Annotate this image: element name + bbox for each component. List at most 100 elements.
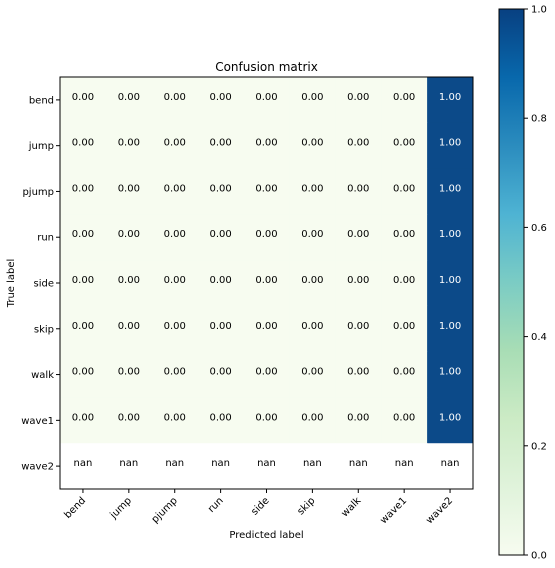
cell-value-label: 0.00	[255, 138, 277, 149]
heatmap-cell	[335, 305, 382, 353]
cell-value-label: 0.00	[347, 412, 369, 423]
heatmap-cell	[335, 260, 382, 307]
cell-value-label: 1.00	[439, 92, 461, 103]
cell-value-label: 0.00	[72, 321, 94, 332]
cell-value-label: 0.00	[164, 229, 186, 240]
colorbar-tick-label: 0.0	[531, 551, 547, 562]
heatmap-cells	[60, 77, 474, 490]
cell-value-label: 1.00	[439, 412, 461, 423]
cell-value-label: 0.00	[72, 412, 94, 423]
cell-value-label: 1.00	[439, 321, 461, 332]
heatmap-cell	[427, 351, 474, 398]
cell-value-label: 0.00	[72, 183, 94, 194]
heatmap-cell	[105, 77, 153, 124]
heatmap-cell	[60, 305, 107, 353]
heatmap-cell	[427, 260, 474, 307]
cell-value-label: 0.00	[301, 183, 323, 194]
heatmap-cell	[335, 168, 382, 215]
cell-value-label: nan	[119, 458, 138, 469]
heatmap-cell	[105, 214, 153, 261]
heatmap-cell	[105, 351, 153, 398]
cell-value-label: 0.00	[72, 275, 94, 286]
cell-value-label: 0.00	[301, 275, 323, 286]
heatmap-cell	[243, 260, 290, 307]
cell-value-label: 0.00	[164, 367, 186, 378]
cell-value-label: 0.00	[393, 92, 415, 103]
cell-value-label: 0.00	[393, 138, 415, 149]
cell-value-label: 0.00	[164, 92, 186, 103]
cell-value-label: 0.00	[164, 138, 186, 149]
heatmap-cell	[197, 305, 245, 353]
heatmap-cell	[243, 214, 290, 261]
cell-value-label: 0.00	[72, 229, 94, 240]
cell-value-label: nan	[165, 458, 184, 469]
cell-value-label: 0.00	[301, 138, 323, 149]
heatmap-cell	[197, 443, 245, 490]
heatmap-cell	[335, 122, 382, 170]
cell-value-label: nan	[211, 458, 230, 469]
x-tick-label: side	[249, 495, 271, 517]
heatmap-cell	[60, 168, 107, 215]
colorbar-tick-label: 0.4	[531, 332, 547, 343]
cell-value-label: 0.00	[164, 412, 186, 423]
heatmap-cell	[243, 351, 290, 398]
heatmap-cell	[197, 397, 245, 444]
colorbar-tick-label: 1.0	[531, 5, 547, 16]
y-axis-ticks: bend jump pjump run side skip walk wave1 wave2	[21, 95, 60, 473]
colorbar-tick-label: 0.8	[531, 114, 547, 125]
y-tick-label: skip	[34, 324, 54, 335]
heatmap-cell	[197, 168, 245, 215]
heatmap-cell	[243, 168, 290, 215]
heatmap-cell	[289, 305, 336, 353]
cell-value-label: 0.00	[347, 92, 369, 103]
cell-value-label: 1.00	[439, 229, 461, 240]
cell-value-label: 0.00	[164, 183, 186, 194]
cell-value-label: 0.00	[347, 183, 369, 194]
cell-value-label: nan	[257, 458, 276, 469]
cell-value-label: 0.00	[118, 367, 140, 378]
cell-value-label: 0.00	[301, 92, 323, 103]
cell-value-label: nan	[303, 458, 322, 469]
cell-value-label: 0.00	[393, 367, 415, 378]
cell-value-label: 0.00	[118, 138, 140, 149]
cell-value-label: 0.00	[301, 321, 323, 332]
y-tick-label: bend	[29, 95, 54, 106]
heatmap-cell	[335, 443, 382, 490]
heatmap-cell	[427, 77, 474, 124]
y-tick-label: wave1	[21, 416, 54, 427]
heatmap-cell	[381, 77, 428, 124]
colorbar	[498, 8, 525, 556]
heatmap-cell	[289, 77, 336, 124]
heatmap-cell	[151, 397, 199, 444]
cell-value-label: 0.00	[255, 412, 277, 423]
heatmap-cell	[427, 214, 474, 261]
cell-value-label: 0.00	[301, 229, 323, 240]
cell-value-label: 0.00	[255, 229, 277, 240]
heatmap-cell	[105, 305, 153, 353]
x-tick-label: walk	[339, 495, 363, 519]
heatmap-cell	[60, 443, 107, 490]
x-axis-label: Predicted label	[229, 530, 303, 541]
cell-value-label: nan	[349, 458, 368, 469]
heatmap-cell	[151, 305, 199, 353]
cell-value-label: 0.00	[164, 275, 186, 286]
cell-value-label: 0.00	[393, 229, 415, 240]
heatmap-cell	[151, 77, 199, 124]
cell-value-label: 0.00	[118, 412, 140, 423]
heatmap-cell	[105, 397, 153, 444]
cell-value-label: 0.00	[118, 229, 140, 240]
cell-value-label: 0.00	[209, 275, 231, 286]
cell-value-label: 0.00	[72, 138, 94, 149]
cell-value-label: 1.00	[439, 275, 461, 286]
heatmap-cell	[335, 351, 382, 398]
heatmap-cell	[289, 397, 336, 444]
cell-value-label: 0.00	[347, 321, 369, 332]
cell-value-label: 0.00	[255, 321, 277, 332]
cell-value-label: 0.00	[255, 92, 277, 103]
heatmap-cell	[151, 214, 199, 261]
heatmap-cell	[151, 122, 199, 170]
chart-title: Confusion matrix	[215, 60, 318, 74]
cell-value-label: 0.00	[209, 367, 231, 378]
cell-value-label: 0.00	[347, 138, 369, 149]
cell-value-label: nan	[74, 458, 93, 469]
